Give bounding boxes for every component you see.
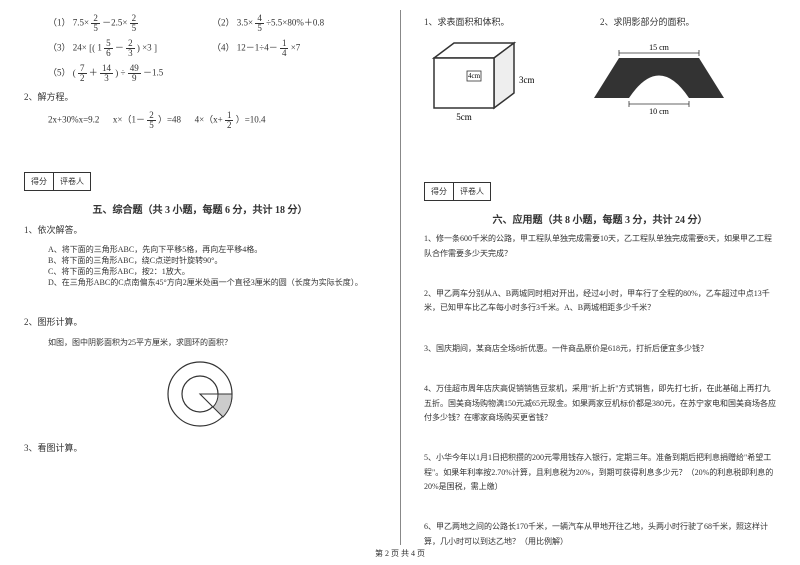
score-col1: 得分: [425, 183, 454, 200]
arch-figure: 15 cm 10 cm: [584, 38, 734, 128]
q1-p4: （4） 12－1÷4－ 14 ×7: [212, 39, 376, 58]
expr: 7.5×: [73, 18, 89, 28]
q1-row1: （1） 7.5× 25 －2.5× 25 （2） 3.5× 45 ÷5.5×80…: [24, 14, 376, 33]
eq2b: ）=48: [158, 115, 181, 125]
r-q5: 5、小华今年以1月1日把积攒的200元零用钱存入银行，定期三年。准备到期后把利息…: [424, 451, 776, 494]
cube-figure: 5cm 3cm 4cm: [424, 38, 534, 128]
expr: 12－1÷4－: [237, 43, 278, 53]
eq2a: x×（1－: [113, 115, 145, 125]
r-q1: 1、修一条600千米的公路，甲工程队单独完成需要10天，乙工程队单独完成需要8天…: [424, 232, 776, 261]
label: （2）: [212, 18, 235, 28]
r-q2: 2、甲乙两车分别从A、B两城同时相对开出，经过4小时，甲车行了全程的80%，乙车…: [424, 287, 776, 316]
inner-b: －: [115, 43, 124, 53]
q5-1c: C、将下面的三角形ABC，按2：1放大。: [24, 266, 376, 277]
expr: －2.5×: [102, 18, 127, 28]
arch-top-label: 15 cm: [649, 43, 670, 52]
plus: ＋: [89, 68, 98, 78]
tail: －1.5: [143, 68, 163, 78]
fraction: 72: [78, 64, 87, 83]
fraction: 45: [255, 14, 264, 33]
cube-width-label: 5cm: [456, 112, 472, 122]
fraction: 23: [126, 39, 135, 58]
q1-p1: （1） 7.5× 25 －2.5× 25: [48, 14, 212, 33]
eq1: 2x+30%x=9.2: [48, 115, 99, 125]
fraction: 25: [147, 111, 156, 130]
q5-1a: A、将下面的三角形ABC，先向下平移5格，再向左平移4格。: [24, 244, 376, 255]
label: （4）: [212, 43, 235, 53]
q1-p3: （3） 24× [( 1 56 － 23 ) ×3 ]: [48, 39, 212, 58]
bracket: (: [73, 65, 76, 81]
rq-top1: 1、求表面积和体积。: [424, 14, 600, 30]
bracket: ]: [154, 40, 157, 56]
q5-3-title: 3、看图计算。: [24, 440, 376, 456]
figures-row: 5cm 3cm 4cm 15 cm 10 cm: [424, 38, 776, 128]
label: （1）: [48, 18, 71, 28]
ring-diagram: [155, 354, 245, 434]
score-box-r: 得分 评卷人: [424, 182, 491, 201]
fraction: 143: [100, 64, 113, 83]
expr: 24×: [73, 43, 87, 53]
rq-top2: 2、求阴影部分的面积。: [600, 14, 776, 30]
q1-p2: （2） 3.5× 45 ÷5.5×80%＋0.8: [212, 14, 376, 33]
q2-title: 2、解方程。: [24, 89, 376, 105]
fraction: 12: [225, 111, 234, 130]
score-col2: 评卷人: [454, 183, 490, 200]
q5-1b: B、将下面的三角形ABC，绕C点逆时针旋转90°。: [24, 255, 376, 266]
div: ÷: [121, 68, 126, 78]
r-q4: 4、万佳超市周年店庆高促销销售豆浆机，采用"折上折"方式销售，即先打七折，在此基…: [424, 382, 776, 425]
q5-1d: D、在三角形ABC的C点南偏东45°方向2厘米处画一个直径3厘米的圆（长度为实际…: [24, 277, 376, 288]
q5-2-title: 2、图形计算。: [24, 314, 376, 330]
label: （3）: [48, 43, 71, 53]
bracket: [(: [89, 40, 95, 56]
expr: ÷5.5×80%＋0.8: [266, 18, 324, 28]
q1-p5: （5） ( 72 ＋ 143 ) ÷ 499 －1.5: [24, 64, 376, 83]
tail: ×7: [291, 43, 301, 53]
label: （5）: [48, 68, 71, 78]
right-column: 1、求表面积和体积。 2、求阴影部分的面积。 5cm 3cm 4cm: [400, 0, 800, 545]
section5-title: 五、综合题（共 3 小题，每题 6 分，共计 18 分）: [24, 201, 376, 216]
score-col2: 评卷人: [54, 173, 90, 190]
section6-title: 六、应用题（共 8 小题，每题 3 分，共计 24 分）: [424, 211, 776, 226]
fraction: 25: [91, 14, 100, 33]
eq3a: 4×（x+: [195, 115, 223, 125]
q1-row2: （3） 24× [( 1 56 － 23 ) ×3 ] （4） 12－1÷4－ …: [24, 39, 376, 58]
expr: 3.5×: [237, 18, 253, 28]
fraction: 25: [130, 14, 139, 33]
score-box: 得分 评卷人: [24, 172, 91, 191]
q5-2-desc: 如图，图中阴影面积为25平方厘米，求圆环的面积？: [24, 337, 376, 348]
q2-equations: 2x+30%x=9.2 x×（1－ 25 ）=48 4×（x+ 12 ）=10.…: [24, 111, 376, 130]
fraction: 14: [280, 39, 289, 58]
q5-1-title: 1、依次解答。: [24, 222, 376, 238]
arch-svg: 15 cm 10 cm: [584, 38, 734, 118]
left-column: （1） 7.5× 25 －2.5× 25 （2） 3.5× 45 ÷5.5×80…: [0, 0, 400, 545]
fraction: 56: [104, 39, 113, 58]
inner-a: 1: [97, 43, 102, 53]
tail: ×3: [142, 43, 152, 53]
cube-depth-label: 4cm: [468, 72, 481, 80]
column-divider: [400, 10, 401, 545]
bracket: ): [115, 65, 118, 81]
arch-bot-label: 10 cm: [649, 107, 670, 116]
r-q6: 6、甲乙两地之间的公路长170千米，一辆汽车从甲地开往乙地，头两小时行驶了68千…: [424, 520, 776, 549]
cube-svg: 5cm 3cm 4cm: [424, 38, 534, 128]
top-questions: 1、求表面积和体积。 2、求阴影部分的面积。: [424, 14, 776, 30]
eq3b: ）=10.4: [236, 115, 266, 125]
r-q3: 3、国庆期间，某商店全场8折优惠。一件商品原价是618元，打折后便宜多少钱？: [424, 342, 776, 356]
fraction: 499: [128, 64, 141, 83]
score-col1: 得分: [25, 173, 54, 190]
cube-height-label: 3cm: [519, 75, 534, 85]
bracket: ): [137, 40, 140, 56]
